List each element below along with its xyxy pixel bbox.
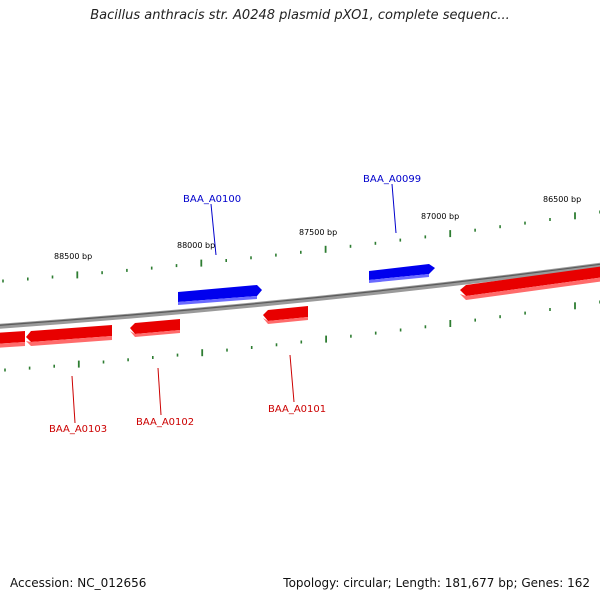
scale-label-87000: 87000 bp <box>421 212 459 221</box>
map-title: Bacillus anthracis str. A0248 plasmid pX… <box>90 8 510 23</box>
scale-label-87500: 87500 bp <box>299 228 337 237</box>
scale-label-86500: 86500 bp <box>543 195 581 204</box>
gene-arrow-baa-a0100[interactable] <box>178 285 262 305</box>
callout-line-baa-a0099 <box>391 183 397 234</box>
gene-label-baa-a0103[interactable]: BAA_A0103 <box>49 424 107 435</box>
callout-line-baa-a0100 <box>210 203 217 256</box>
callout-line-baa-a0101 <box>289 354 295 403</box>
callout-line-baa-a0102 <box>157 367 162 416</box>
plasmid-backbone <box>0 262 600 329</box>
gene-label-baa-a0100[interactable]: BAA_A0100 <box>183 194 241 205</box>
callout-line-baa-a0103 <box>71 375 76 424</box>
lower-tick-track <box>4 300 600 372</box>
gene-arrow-baa-a0101[interactable] <box>263 306 308 324</box>
topology-summary: Topology: circular; Length: 181,677 bp; … <box>283 576 590 590</box>
gene-label-baa-a0102[interactable]: BAA_A0102 <box>136 417 194 428</box>
scale-label-88500: 88500 bp <box>54 252 92 261</box>
gene-arrow-baa-a0102[interactable] <box>130 319 180 337</box>
scale-label-88000: 88000 bp <box>177 241 215 250</box>
accession-label: Accession: NC_012656 <box>10 576 147 590</box>
plasmid-backbone-highlight <box>0 263 600 326</box>
gene-arrow-baa-a0099[interactable] <box>369 264 435 283</box>
gene-label-baa-a0101[interactable]: BAA_A0101 <box>268 404 326 415</box>
gene-arrow-left-edge[interactable] <box>0 331 25 348</box>
gene-label-baa-a0099[interactable]: BAA_A0099 <box>363 174 421 185</box>
gene-arrow-baa-a0103[interactable] <box>26 325 112 346</box>
gene-arrow-right-edge[interactable] <box>460 266 600 300</box>
upper-tick-track <box>2 210 600 283</box>
